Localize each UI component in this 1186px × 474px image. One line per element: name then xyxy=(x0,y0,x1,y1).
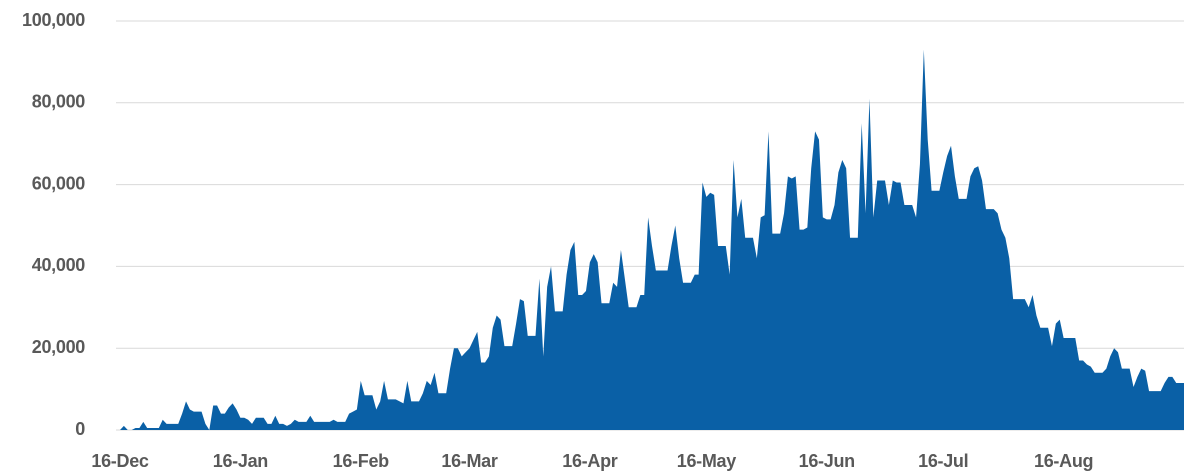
x-tick-label: 16-May xyxy=(677,451,737,471)
y-tick-label: 60,000 xyxy=(32,173,86,193)
y-tick-label: 100,000 xyxy=(22,10,85,30)
x-tick-label: 16-Apr xyxy=(562,451,618,471)
x-tick-label: 16-Jan xyxy=(213,451,268,471)
x-tick-label: 16-Aug xyxy=(1034,451,1093,471)
x-tick-label: 16-Jul xyxy=(918,451,968,471)
x-tick-label: 16-Jun xyxy=(799,451,855,471)
y-tick-label: 80,000 xyxy=(32,92,86,112)
area xyxy=(120,49,1184,430)
x-tick-label: 16-Feb xyxy=(333,451,390,471)
x-tick-label: 16-Dec xyxy=(91,451,149,471)
y-tick-label: 40,000 xyxy=(32,255,86,275)
y-tick-label: 0 xyxy=(75,419,85,439)
y-tick-label: 20,000 xyxy=(32,337,86,357)
x-tick-label: 16-Mar xyxy=(441,451,498,471)
